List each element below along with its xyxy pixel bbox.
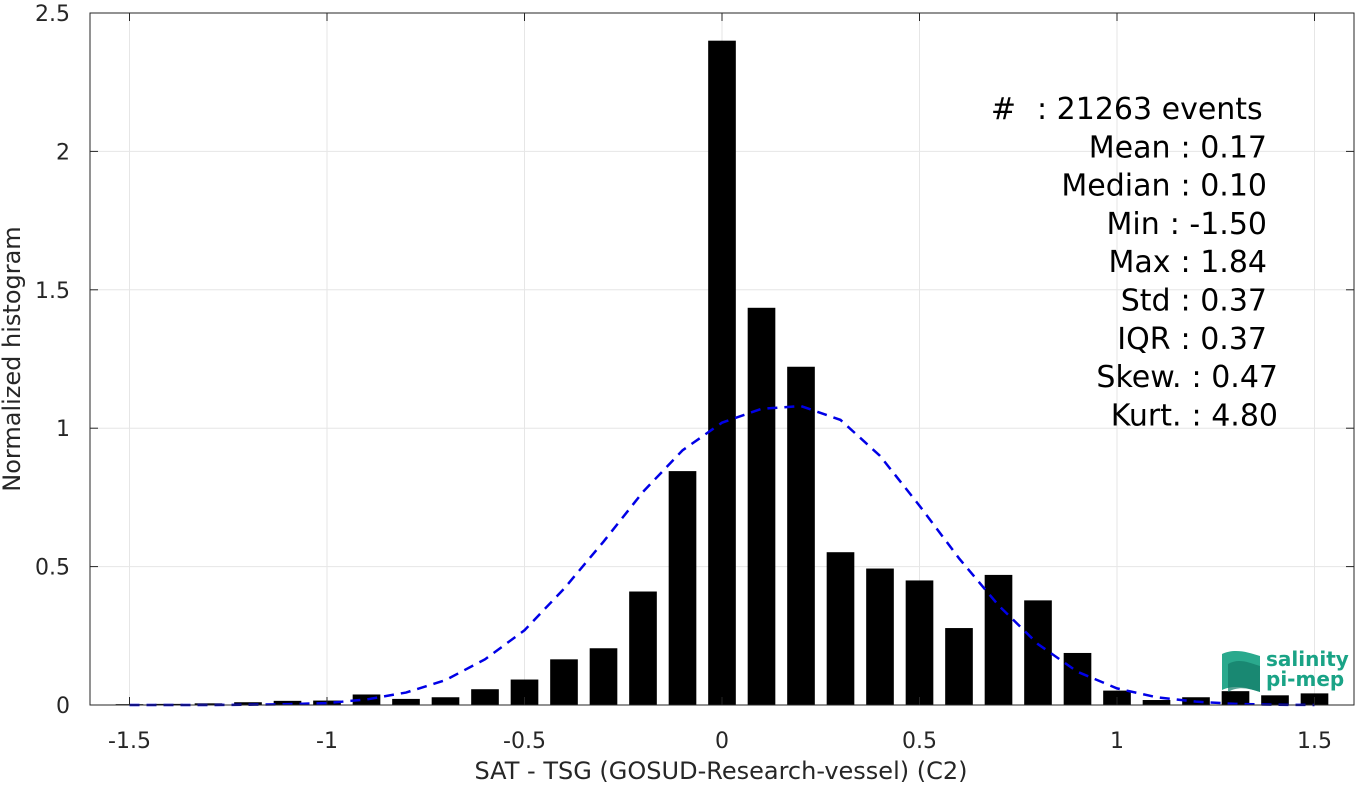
histogram-bar [866, 568, 894, 705]
x-tick-label: 0.5 [902, 729, 937, 754]
histogram-bar [194, 703, 223, 705]
stat-row: : 0.37 IQR [1117, 322, 1267, 357]
stat-row: : 0.37 Std [1121, 284, 1267, 319]
histogram-bar [471, 689, 499, 705]
x-axis-title: SAT - TSG (GOSUD-Research-vessel) (C2) [475, 757, 968, 785]
histogram-bar [1142, 700, 1171, 705]
logo-line2: pi-mep [1266, 667, 1344, 691]
histogram-bar [550, 659, 578, 705]
histogram-bar [787, 366, 815, 705]
fit-curve [129, 404, 1315, 707]
x-tick-label: -1.5 [108, 729, 151, 754]
histogram-bar [431, 697, 460, 705]
histogram-bar [826, 552, 855, 705]
stat-value: : 1.84 [1181, 245, 1267, 280]
x-tick-label: 0 [715, 729, 729, 754]
stats-box: # : 21263 events: 0.17 Mean : 0.10 Median: -… [991, 92, 1278, 433]
x-tick-label: -0.5 [503, 729, 546, 754]
y-tick-label: 0.5 [35, 556, 70, 581]
histogram-bar [1261, 695, 1289, 705]
y-tick-label: 0 [56, 694, 70, 719]
stat-label: Max [1109, 245, 1171, 280]
stat-value: : 0.17 [1181, 130, 1267, 165]
histogram-bar [984, 574, 1013, 705]
y-tick-label: 2 [56, 140, 70, 165]
y-axis-title: Normalized histogram [0, 226, 26, 491]
histogram-bar [1221, 691, 1250, 705]
stat-row: : -1.50 Min [1107, 207, 1268, 242]
x-tick-label: 1 [1110, 729, 1124, 754]
stat-label: IQR [1117, 322, 1170, 357]
stat-label: Mean [1089, 130, 1171, 165]
tick-labels: -1.5 -1 -0.5 0 0.5 1 1.5 0 0.5 1 1.5 2 2.5 [35, 2, 1332, 754]
logo-wave-icon-dark [1228, 660, 1260, 692]
stat-row: : 4.80 Kurt. [1111, 398, 1278, 433]
stat-label: # [991, 92, 1016, 127]
histogram-bar [1024, 600, 1052, 705]
histogram-bar [708, 40, 736, 706]
histogram-bar [392, 698, 420, 705]
y-tick-label: 1.5 [35, 279, 70, 304]
histogram-bar [905, 580, 934, 705]
stat-value: : -1.50 [1170, 207, 1267, 242]
stat-value: : 4.80 [1192, 398, 1278, 433]
stat-value: : 0.37 [1181, 322, 1267, 357]
stat-row: : 0.17 Mean [1089, 130, 1267, 165]
stat-row: : 0.10 Median [1061, 169, 1267, 204]
histogram-bar [945, 628, 973, 705]
stat-row: : 0.47 Skew. [1096, 360, 1278, 395]
stat-label: Std [1121, 284, 1171, 319]
logo-line1: salinity [1266, 647, 1349, 671]
normal-fit-line [129, 404, 1315, 707]
stat-value: : 21263 events [1037, 92, 1263, 127]
stat-label: Skew. [1096, 360, 1181, 395]
logo: salinity pi-mep [1222, 647, 1349, 692]
stat-row: : 1.84 Max [1109, 245, 1267, 280]
axes [89, 12, 1355, 706]
bars [115, 40, 1329, 706]
y-tick-label: 1 [56, 417, 70, 442]
stat-label: Kurt. [1111, 398, 1182, 433]
stat-value: : 0.47 [1192, 360, 1278, 395]
x-tick-label: 1.5 [1297, 729, 1332, 754]
histogram-bar [1063, 652, 1092, 705]
histogram-bar [629, 591, 657, 705]
histogram-bar [234, 702, 262, 705]
histogram-bar [352, 694, 381, 705]
stat-label: Min [1107, 207, 1160, 242]
stat-value: : 0.37 [1181, 284, 1267, 319]
histogram-bar [747, 307, 776, 705]
stat-value: : 0.10 [1181, 169, 1267, 204]
y-tick-label: 2.5 [35, 2, 70, 27]
stat-label: Median [1061, 169, 1170, 204]
x-tick-label: -1 [316, 729, 338, 754]
histogram-bar [668, 471, 697, 705]
histogram-bar [589, 648, 618, 705]
stat-row: # : 21263 events [991, 92, 1263, 127]
